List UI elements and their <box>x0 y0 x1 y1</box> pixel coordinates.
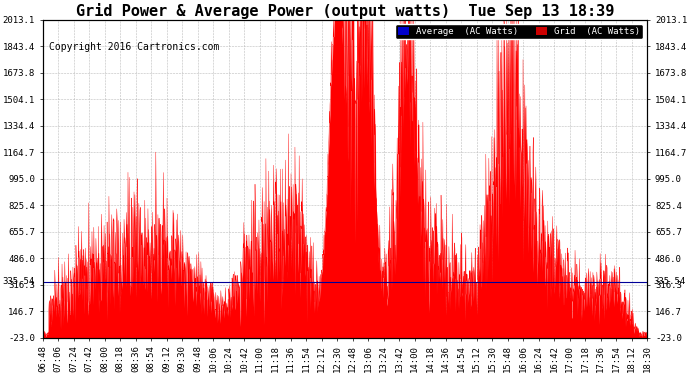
Text: 335.54: 335.54 <box>653 277 686 286</box>
Text: Copyright 2016 Cartronics.com: Copyright 2016 Cartronics.com <box>49 42 219 52</box>
Text: 335.54: 335.54 <box>3 277 35 286</box>
Legend: Average  (AC Watts), Grid  (AC Watts): Average (AC Watts), Grid (AC Watts) <box>395 24 643 39</box>
Title: Grid Power & Average Power (output watts)  Tue Sep 13 18:39: Grid Power & Average Power (output watts… <box>76 3 614 19</box>
